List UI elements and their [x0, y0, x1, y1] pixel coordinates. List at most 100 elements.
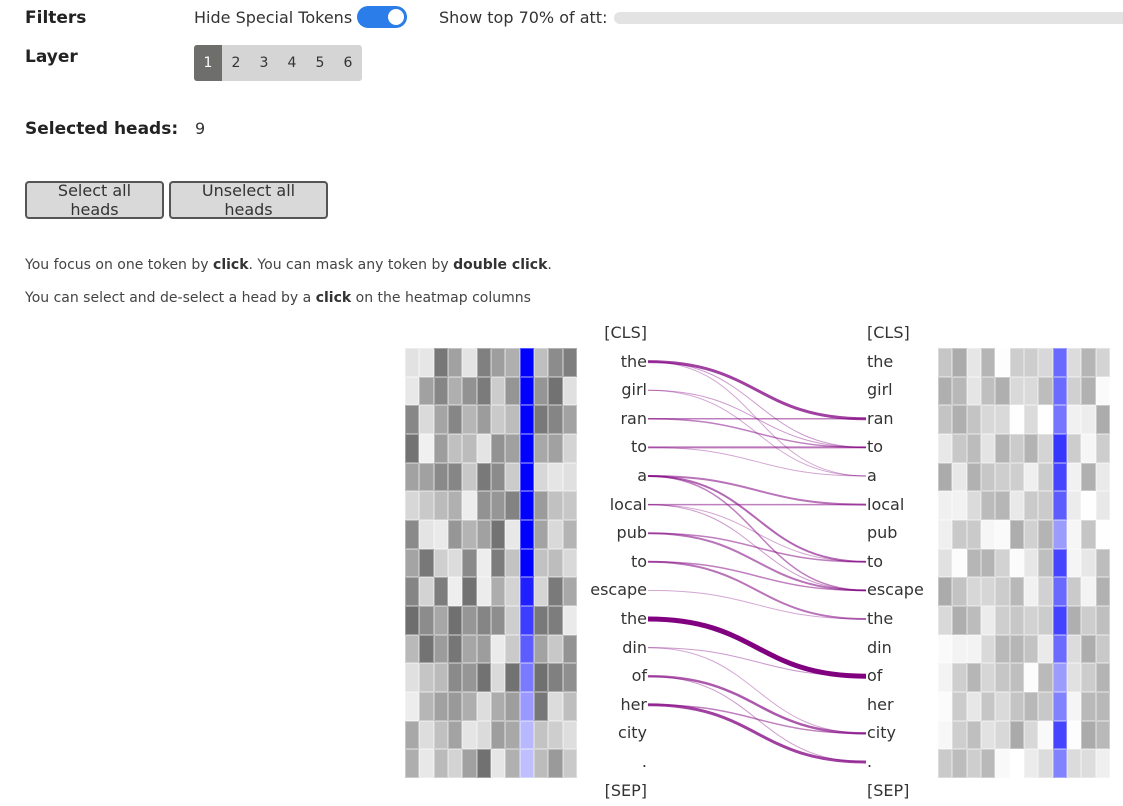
heatmap-cell[interactable] — [419, 405, 434, 434]
heatmap-cell[interactable] — [1024, 634, 1039, 664]
heatmap-cell[interactable] — [1081, 491, 1096, 520]
heatmap-cell[interactable] — [1067, 720, 1082, 750]
heatmap-cell[interactable] — [981, 548, 996, 578]
heatmap-cell[interactable] — [448, 663, 463, 692]
heatmap-cell[interactable] — [433, 634, 448, 664]
heatmap-cell[interactable] — [966, 491, 981, 520]
heatmap-cell[interactable] — [1095, 434, 1110, 463]
heatmap-cell[interactable] — [952, 749, 967, 778]
heatmap-cell[interactable] — [952, 634, 967, 664]
heatmap-cell[interactable] — [562, 749, 577, 778]
heatmap-cell[interactable] — [462, 434, 477, 463]
heatmap-cell[interactable] — [433, 720, 448, 750]
heatmap-cell[interactable] — [519, 520, 534, 549]
right-token[interactable]: city — [867, 723, 896, 743]
heatmap-cell[interactable] — [433, 749, 448, 778]
heatmap-cell[interactable] — [448, 520, 463, 549]
heatmap-cell[interactable] — [1038, 491, 1053, 520]
heatmap-cell[interactable] — [448, 720, 463, 750]
heatmap-cell[interactable] — [966, 348, 981, 377]
heatmap-cell[interactable] — [562, 462, 577, 492]
right-token[interactable]: pub — [867, 523, 898, 543]
heatmap-cell[interactable] — [405, 376, 420, 406]
heatmap-cell[interactable] — [476, 462, 491, 492]
heatmap-cell[interactable] — [534, 720, 549, 750]
heatmap-cell[interactable] — [966, 692, 981, 721]
left-token[interactable]: girl — [621, 380, 647, 400]
heatmap-cell[interactable] — [491, 462, 506, 492]
heatmap-cell[interactable] — [505, 491, 520, 520]
heatmap-cell[interactable] — [1095, 520, 1110, 549]
heatmap-cell[interactable] — [1024, 520, 1039, 549]
heatmap-cell[interactable] — [966, 434, 981, 463]
heatmap-cell[interactable] — [938, 692, 953, 721]
heatmap-cell[interactable] — [462, 491, 477, 520]
heatmap-cell[interactable] — [1067, 577, 1082, 606]
heatmap-cell[interactable] — [995, 634, 1010, 664]
heatmap-cell[interactable] — [1009, 462, 1024, 492]
heatmap-cell[interactable] — [1081, 405, 1096, 434]
heatmap-cell[interactable] — [433, 606, 448, 635]
heatmap-cell[interactable] — [1052, 634, 1067, 664]
left-token[interactable]: the — [620, 351, 647, 371]
heatmap-cell[interactable] — [562, 663, 577, 692]
heatmap-cell[interactable] — [1095, 376, 1110, 406]
heatmap-cell[interactable] — [462, 577, 477, 606]
heatmap-cell[interactable] — [981, 634, 996, 664]
heatmap-cell[interactable] — [448, 692, 463, 721]
heatmap-cell[interactable] — [1081, 434, 1096, 463]
heatmap-cell[interactable] — [548, 606, 563, 635]
heatmap-cell[interactable] — [1009, 634, 1024, 664]
right-token[interactable]: din — [867, 637, 892, 657]
right-token[interactable]: of — [867, 666, 883, 686]
heatmap-cell[interactable] — [491, 634, 506, 664]
left-token[interactable]: her — [620, 694, 647, 714]
heatmap-cell[interactable] — [1024, 462, 1039, 492]
heatmap-cell[interactable] — [952, 405, 967, 434]
heatmap-cell[interactable] — [534, 663, 549, 692]
heatmap-cell[interactable] — [966, 376, 981, 406]
heatmap-cell[interactable] — [1081, 462, 1096, 492]
heatmap-cell[interactable] — [952, 577, 967, 606]
heatmap-cell[interactable] — [981, 692, 996, 721]
heatmap-cell[interactable] — [548, 692, 563, 721]
heatmap-cell[interactable] — [405, 663, 420, 692]
heatmap-cell[interactable] — [1038, 634, 1053, 664]
heatmap-cell[interactable] — [462, 405, 477, 434]
right-token[interactable]: . — [867, 752, 873, 771]
heatmap-cell[interactable] — [405, 434, 420, 463]
heatmap-cell[interactable] — [938, 434, 953, 463]
heatmap-cell[interactable] — [995, 405, 1010, 434]
heatmap-cell[interactable] — [938, 348, 953, 377]
heatmap-cell[interactable] — [433, 376, 448, 406]
heatmap-cell[interactable] — [433, 548, 448, 578]
heatmap-cell[interactable] — [419, 376, 434, 406]
heatmap-cell[interactable] — [938, 520, 953, 549]
heatmap-cell[interactable] — [1095, 405, 1110, 434]
heatmap-cell[interactable] — [548, 520, 563, 549]
heatmap-cell[interactable] — [562, 434, 577, 463]
heatmap-cell[interactable] — [448, 634, 463, 664]
heatmap-cell[interactable] — [1067, 348, 1082, 377]
heatmap-cell[interactable] — [548, 405, 563, 434]
heatmap-cell[interactable] — [534, 376, 549, 406]
heatmap-cell[interactable] — [995, 720, 1010, 750]
heatmap-cell[interactable] — [966, 462, 981, 492]
heatmap-cell[interactable] — [1038, 720, 1053, 750]
right-token[interactable]: to — [867, 437, 884, 457]
heatmap-cell[interactable] — [519, 434, 534, 463]
heatmap-cell[interactable] — [505, 348, 520, 377]
heatmap-cell[interactable] — [1024, 720, 1039, 750]
left-token[interactable]: ran — [620, 408, 647, 428]
heatmap-cell[interactable] — [995, 663, 1010, 692]
hide-special-tokens-toggle[interactable] — [357, 6, 407, 28]
heatmap-cell[interactable] — [1067, 663, 1082, 692]
heatmap-cell[interactable] — [1067, 462, 1082, 492]
heatmap-cell[interactable] — [938, 548, 953, 578]
right-head-heatmap[interactable] — [938, 348, 1110, 778]
heatmap-cell[interactable] — [966, 606, 981, 635]
heatmap-cell[interactable] — [491, 577, 506, 606]
heatmap-cell[interactable] — [952, 606, 967, 635]
heatmap-cell[interactable] — [981, 376, 996, 406]
heatmap-cell[interactable] — [419, 434, 434, 463]
